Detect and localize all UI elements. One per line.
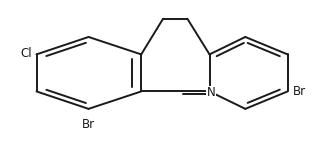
Text: N: N [207,86,215,99]
Text: Br: Br [293,85,306,98]
Text: Cl: Cl [20,47,31,60]
Text: Br: Br [82,118,95,131]
